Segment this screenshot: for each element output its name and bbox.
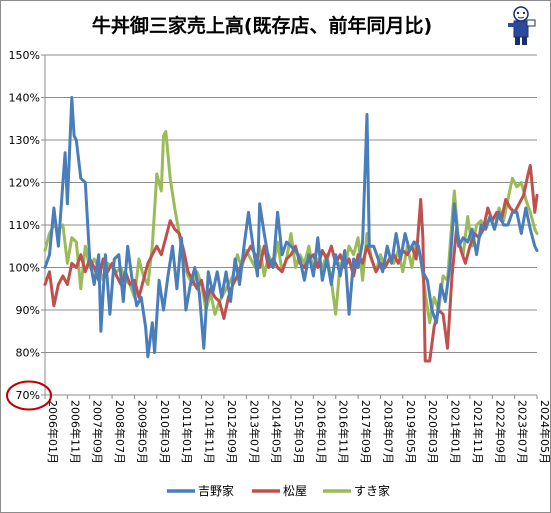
- x-tick-label: 2011年01月: [180, 400, 194, 464]
- chart-title: 牛丼御三家売上高(既存店、前年同月比): [92, 14, 432, 37]
- x-tick-label: 2017年09月: [359, 400, 373, 464]
- y-tick-label: 70%: [16, 389, 40, 402]
- legend-label: すき家: [354, 483, 390, 498]
- x-tick-label: 2015年03月: [292, 400, 306, 464]
- y-tick-label: 140%: [9, 92, 40, 105]
- y-tick-label: 80%: [16, 347, 40, 360]
- x-tick-label: 2012年09月: [225, 400, 239, 464]
- mascot-icon: [508, 6, 536, 45]
- x-tick-label: 2016年11月: [337, 400, 351, 464]
- x-tick-label: 2011年11月: [203, 400, 217, 464]
- x-tick-label: 2021年11月: [471, 400, 485, 464]
- x-tick-label: 2007年09月: [91, 400, 105, 464]
- x-tick-label: 2010年03月: [158, 400, 172, 464]
- x-tick-label: 2008年07月: [113, 400, 127, 464]
- x-tick-label: 2009年05月: [135, 400, 149, 464]
- y-tick-label: 130%: [9, 134, 40, 147]
- legend-label: 松屋: [283, 484, 307, 498]
- y-tick-label: 120%: [9, 177, 40, 190]
- x-tick-label: 2020年03月: [426, 400, 440, 464]
- x-axis-ticks: 2006年01月 2006年11月 2007年09月 2008年07月 2009年05月…: [44, 395, 551, 464]
- y-tick-label: 100%: [9, 262, 40, 275]
- y-tick-label: 90%: [16, 304, 40, 317]
- x-tick-label: 2018年07月: [381, 400, 395, 464]
- x-tick-label: 2019年05月: [404, 400, 418, 464]
- legend: 吉野家 松屋 すき家: [167, 483, 390, 498]
- x-tick-label: 2016年01月: [314, 400, 328, 464]
- x-tick-label: 2022年09月: [493, 400, 507, 464]
- x-tick-label: 2021年01月: [449, 400, 463, 464]
- x-tick-label: 2024年05月: [538, 400, 551, 464]
- y-axis-ticks: 70% 80% 90% 100% 110% 120% 130% 140% 150%: [9, 49, 40, 402]
- x-tick-label: 2023年07月: [516, 400, 530, 464]
- x-tick-label: 2013年07月: [247, 400, 261, 464]
- gridlines: [41, 54, 537, 396]
- series-line-1: [43, 96, 539, 359]
- highlight-circle: [6, 380, 52, 411]
- y-tick-label: 110%: [9, 219, 40, 232]
- x-tick-label: 2006年01月: [46, 400, 60, 464]
- x-tick-label: 2014年05月: [270, 400, 284, 464]
- legend-label: 吉野家: [198, 483, 234, 498]
- y-tick-label: 150%: [9, 49, 40, 62]
- x-tick-label: 2006年11月: [68, 400, 82, 464]
- series-lines: [43, 96, 539, 363]
- series-line-3: [43, 130, 539, 325]
